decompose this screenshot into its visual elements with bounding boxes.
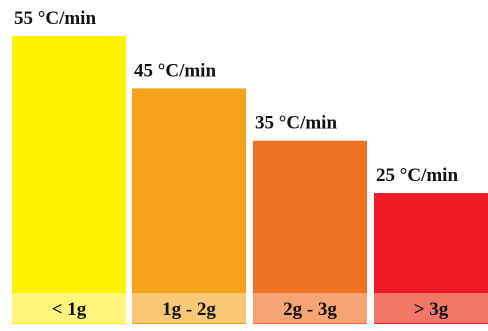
value-label-1: 45 °C/min (134, 60, 216, 81)
category-label-1: 1g - 2g (162, 299, 216, 320)
value-label-2: 35 °C/min (255, 113, 337, 134)
value-label-0: 55 °C/min (14, 8, 96, 29)
category-label-3: > 3g (414, 299, 449, 320)
category-label-2: 2g - 3g (283, 299, 337, 320)
category-label-0: < 1g (52, 299, 87, 320)
bar-0 (12, 36, 126, 324)
value-label-3: 25 °C/min (376, 165, 458, 186)
bar-1 (132, 88, 246, 324)
